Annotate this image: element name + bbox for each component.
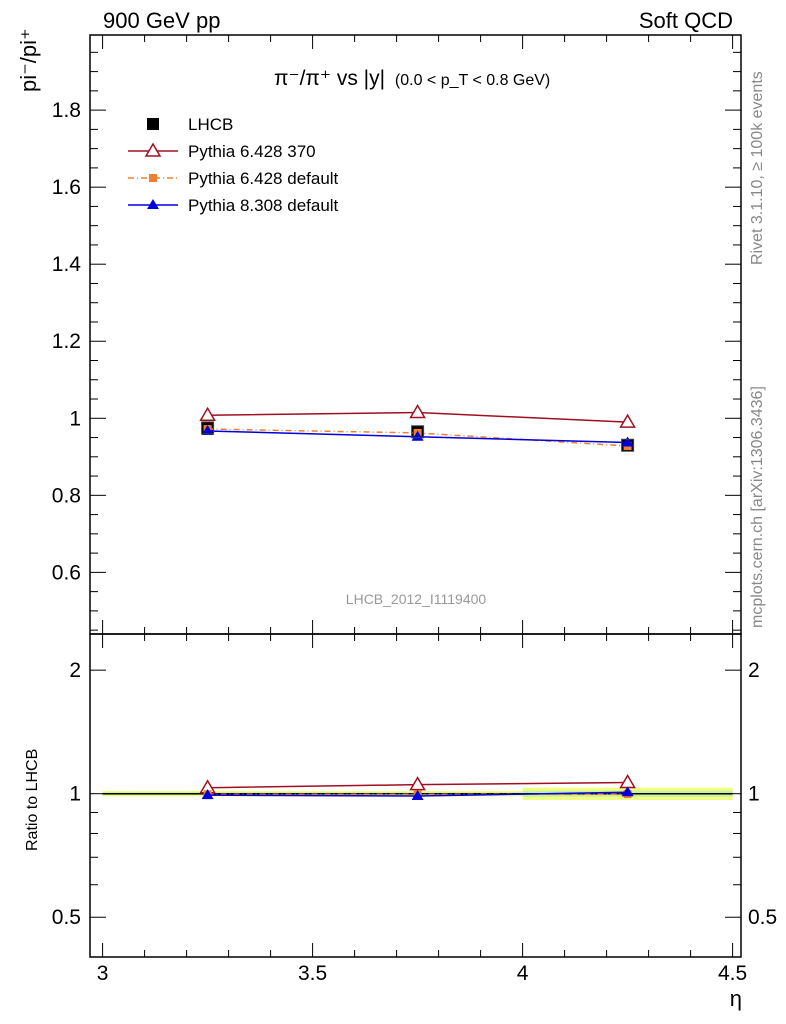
y-axis-label-main: pi⁻/pi⁺ — [16, 28, 41, 92]
legend-entry: LHCB — [147, 115, 233, 134]
legend-entry: Pythia 6.428 370 — [128, 142, 316, 161]
legend-marker — [144, 142, 162, 157]
y-tick-label-main: 1.2 — [52, 330, 81, 353]
y-tick-label-main: 1.6 — [52, 176, 81, 199]
mcplots-label: mcplots.cern.ch [arXiv:1306.3436] — [749, 386, 766, 628]
legend-entry: Pythia 6.428 default — [128, 169, 339, 188]
y-tick-label-main: 1.8 — [52, 99, 81, 122]
y-tick-label-ratio: 1 — [69, 783, 81, 806]
lhcb-outline — [201, 421, 215, 435]
legend-entry: Pythia 8.308 default — [128, 196, 339, 215]
plot-title-sub: (0.0 < p_T < 0.8 GeV) — [395, 72, 550, 89]
legend-label: Pythia 6.428 default — [188, 169, 339, 188]
analysis-id: LHCB_2012_I1119400 — [346, 591, 487, 607]
ratio-frame — [89, 633, 742, 958]
data-point — [411, 430, 424, 441]
y-tick-label-ratio: 2 — [69, 659, 81, 682]
ratio-point — [411, 790, 424, 801]
data-point — [199, 406, 216, 421]
y-tick-label-ratio: 0.5 — [52, 906, 81, 929]
y-tick-label-main: 1.4 — [52, 253, 82, 276]
legend-marker — [147, 199, 159, 209]
main-series — [199, 404, 636, 452]
legend-marker — [149, 174, 157, 182]
x-tick-label: 4.5 — [718, 962, 747, 985]
y-tick-label-main: 0.8 — [52, 484, 81, 507]
x-axis-label: η — [730, 986, 742, 1011]
rivet-label: Rivet 3.1.10, ≥ 100k events — [749, 71, 766, 265]
y-tick-label-main: 0.6 — [52, 561, 81, 584]
ratio-point — [621, 786, 634, 797]
header-left: 900 GeV pp — [103, 8, 220, 33]
data-point — [619, 413, 636, 428]
plot-title-main: π⁻/π⁺ vs |y| — [274, 67, 385, 90]
header-right: Soft QCD — [639, 8, 733, 33]
series-ratio — [201, 786, 634, 801]
legend-marker — [147, 118, 159, 130]
data-point — [201, 424, 214, 435]
series-main — [201, 424, 634, 447]
legend: LHCB Pythia 6.428 370 Pythia 6.428 default… — [128, 115, 339, 215]
series-ratio — [199, 773, 636, 794]
x-tick-label: 4 — [517, 962, 529, 985]
ratio-point — [201, 789, 214, 800]
y-tick-label-main: 1 — [69, 407, 81, 430]
series-main — [199, 404, 636, 428]
lhcb-outline — [621, 438, 635, 452]
ratio-point — [619, 773, 636, 789]
y-tick-label-ratio-right: 0.5 — [748, 906, 777, 929]
legend-label: LHCB — [188, 115, 233, 134]
y-tick-label-ratio-right: 1 — [748, 783, 760, 806]
ratio-series — [199, 773, 636, 801]
lhcb-outline — [411, 425, 425, 439]
y-tick-label-ratio-right: 2 — [748, 659, 760, 682]
plot-title: π⁻/π⁺ vs |y| (0.0 < p_T < 0.8 GeV) — [274, 67, 550, 90]
x-tick-label: 3.5 — [298, 962, 327, 985]
x-tick-label: 3 — [97, 962, 109, 985]
data-point — [409, 404, 426, 419]
legend-label: Pythia 6.428 370 — [188, 142, 316, 161]
legend-label: Pythia 8.308 default — [188, 196, 339, 215]
main-ticks: 0.6 0.8 1 1.2 1.4 1.6 1.8 — [52, 35, 741, 634]
y-axis-label-ratio: Ratio to LHCB — [24, 749, 41, 851]
data-point — [621, 436, 634, 447]
ratio-point — [409, 776, 426, 791]
ratio-ticks: 3 3.5 4 4.5 0.5 0.5 1 1 2 2 — [52, 634, 777, 985]
